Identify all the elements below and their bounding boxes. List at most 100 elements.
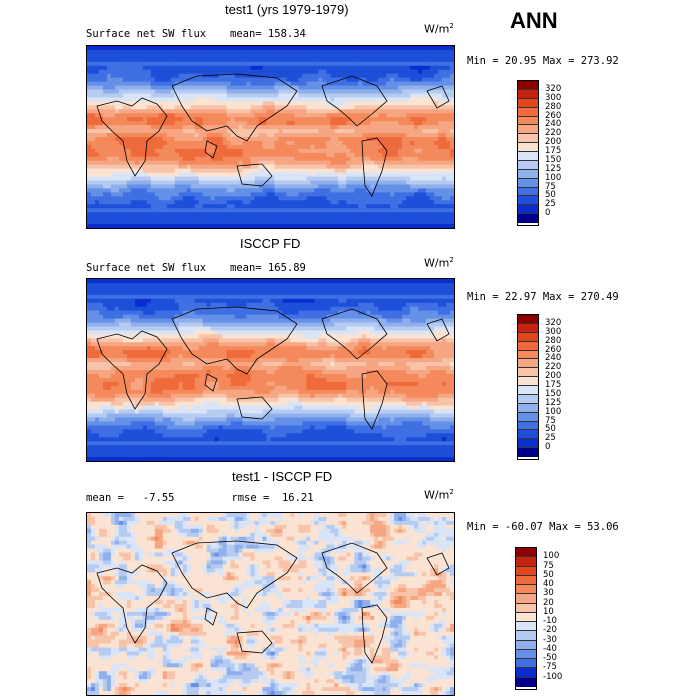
colorbar-tick-label: 0 <box>545 208 551 219</box>
panel-2-title: ISCCP FD <box>240 236 301 251</box>
panel-3-stat: mean = -7.55 rmse = 16.21 <box>86 492 314 504</box>
panel-2-map <box>86 278 455 462</box>
colorbar-swatch <box>516 668 536 678</box>
colorbar-tick-label: -20 <box>543 625 557 636</box>
colorbar-tick-label: 200 <box>545 371 562 382</box>
colorbar-tick-label: 240 <box>545 353 562 364</box>
coastline <box>204 373 218 392</box>
coastline <box>236 630 273 654</box>
colorbar-tick-label: 260 <box>545 110 562 121</box>
panel-2-colorbar <box>517 314 539 460</box>
colorbar-tick-label: 10 <box>543 606 554 617</box>
coastline <box>236 163 273 187</box>
colorbar-tick-label: 75 <box>543 560 554 571</box>
colorbar-swatch <box>516 603 536 613</box>
coastline <box>321 75 388 127</box>
colorbar-swatch <box>518 178 538 188</box>
colorbar-swatch <box>516 631 536 641</box>
colorbar-swatch <box>518 169 538 179</box>
colorbar-swatch <box>518 160 538 170</box>
panel-3-colorbar-ticks: 100 75 50 40 30 20 10 -10 -20 -30 -40 -50 -75 -100 <box>543 547 603 690</box>
colorbar-tick-label: 280 <box>545 335 562 346</box>
colorbar-tick-label: -40 <box>543 643 557 654</box>
coastline <box>236 396 273 420</box>
colorbar-tick-label: -10 <box>543 616 557 627</box>
colorbar-swatch <box>516 566 536 576</box>
colorbar-tick-label: 200 <box>545 137 562 148</box>
colorbar-swatch <box>518 421 538 431</box>
colorbar-tick-label: 150 <box>545 388 562 399</box>
colorbar-tick-label: 0 <box>545 442 551 453</box>
panel-1-colorbar-ticks: 320 300 280 260 240 220 200 175 150 125 100 75 50 25 0 <box>545 80 605 226</box>
panel-1-map-field <box>87 46 454 228</box>
panel-1-colorbar <box>517 80 539 226</box>
coastline <box>426 85 450 109</box>
colorbar-tick-label: 260 <box>545 344 562 355</box>
colorbar-tick-label: 100 <box>545 406 562 417</box>
panel-3-units: W/m2 <box>424 488 454 502</box>
panel-2-stat: mean= 165.89 <box>230 262 306 274</box>
coastline <box>96 330 168 410</box>
colorbar-swatch <box>516 612 536 623</box>
panel-2-field: Surface net SW flux <box>86 262 207 274</box>
panel-2-units: W/m2 <box>424 256 454 270</box>
colorbar-swatch <box>518 315 538 324</box>
coastline <box>321 542 388 594</box>
colorbar-swatch <box>518 187 538 197</box>
colorbar-tick-label: 25 <box>545 199 556 210</box>
colorbar-tick-label: 300 <box>545 326 562 337</box>
colorbar-tick-label: 220 <box>545 362 562 373</box>
coastline <box>361 604 388 664</box>
colorbar-tick-label: 220 <box>545 128 562 139</box>
coastline <box>361 137 388 197</box>
colorbar-swatch <box>516 659 536 669</box>
colorbar-tick-label: 100 <box>543 551 560 562</box>
colorbar-tick-label: 25 <box>545 433 556 444</box>
colorbar-swatch <box>518 81 538 90</box>
colorbar-swatch <box>518 332 538 342</box>
panel-2-colorbar-ticks: 320 300 280 260 240 220 200 175 150 125 100 75 50 25 0 <box>545 314 605 460</box>
colorbar-tick-label: -50 <box>543 653 557 664</box>
colorbar-tick-label: 40 <box>543 579 554 590</box>
panel-1-title: test1 (yrs 1979-1979) <box>225 2 349 17</box>
colorbar-swatch <box>518 439 538 449</box>
panel-3-map-field <box>87 513 454 695</box>
colorbar-swatch <box>518 214 538 223</box>
colorbar-swatch <box>518 125 538 135</box>
colorbar-swatch <box>518 403 538 413</box>
colorbar-swatch <box>518 368 538 378</box>
coastline <box>204 607 218 626</box>
colorbar-swatch <box>518 98 538 108</box>
panel-3-colorbar <box>515 547 537 690</box>
colorbar-swatch <box>518 116 538 126</box>
colorbar-swatch <box>518 107 538 117</box>
panel-1-minmax: Min = 20.95 Max = 273.92 <box>467 55 619 67</box>
season-label: ANN <box>510 8 558 33</box>
colorbar-swatch <box>518 377 538 386</box>
panel-1-map <box>86 45 455 229</box>
colorbar-swatch <box>518 143 538 152</box>
colorbar-swatch <box>518 359 538 369</box>
colorbar-swatch <box>518 350 538 360</box>
colorbar-tick-label: 240 <box>545 119 562 130</box>
coastline <box>426 318 450 342</box>
colorbar-tick-label: 320 <box>545 83 562 94</box>
panel-3-map <box>86 512 455 696</box>
colorbar-swatch <box>516 575 536 586</box>
colorbar-swatch <box>516 640 536 650</box>
panel-3-minmax: Min = -60.07 Max = 53.06 <box>467 521 619 533</box>
colorbar-tick-label: 50 <box>545 424 556 435</box>
colorbar-tick-label: 30 <box>543 588 554 599</box>
colorbar-tick-label: -30 <box>543 634 557 645</box>
colorbar-tick-label: 75 <box>545 415 556 426</box>
colorbar-swatch <box>518 394 538 404</box>
colorbar-tick-label: 125 <box>545 397 562 408</box>
coastline <box>171 306 298 375</box>
colorbar-swatch <box>516 649 536 660</box>
colorbar-tick-label: 175 <box>545 380 562 390</box>
colorbar-swatch <box>518 89 538 99</box>
colorbar-swatch <box>516 622 536 632</box>
coastline <box>171 540 298 609</box>
colorbar-swatch <box>516 677 536 687</box>
coastline <box>321 308 388 360</box>
